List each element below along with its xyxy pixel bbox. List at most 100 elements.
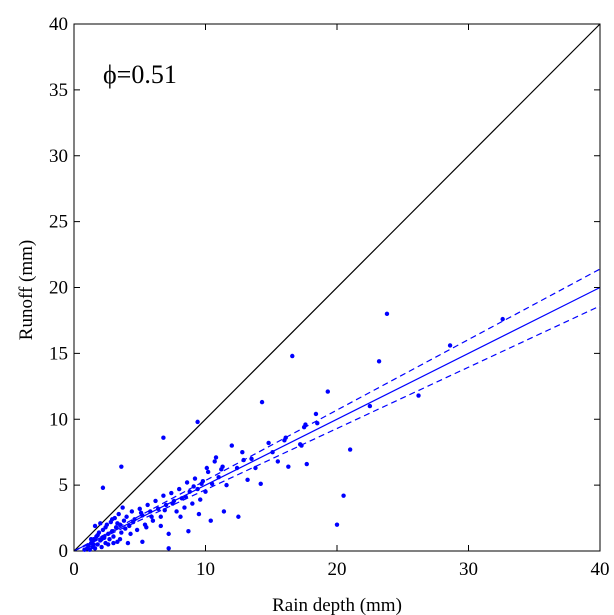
y-tick-label: 20 [49,278,68,299]
y-tick-label: 30 [49,146,68,167]
x-tick-label: 20 [328,559,347,580]
data-point [119,464,124,469]
data-point [199,481,204,487]
data-point [88,536,94,542]
data-point [91,542,96,547]
data-point [128,531,133,537]
data-point [334,522,340,527]
data-point [240,449,245,455]
data-point [447,343,453,348]
data-point [111,534,116,539]
phi-annotation: ϕ=0.51 [103,60,177,89]
y-tick-label: 40 [49,14,68,35]
data-point [163,502,169,508]
x-axis-label: Rain depth (mm) [272,595,402,615]
data-point [196,511,202,517]
data-point [212,459,217,464]
data-point [121,518,127,523]
data-point [169,490,174,496]
data-point [120,505,125,510]
axis-ticks: 0 10 20 30 40 0 5 10 15 20 25 30 35 40 [49,14,610,580]
data-point [124,514,129,519]
data-point [162,507,167,513]
data-point [123,526,128,531]
y-tick-label: 25 [49,212,68,233]
data-point [182,505,187,510]
data-point [234,465,240,471]
data-point [92,523,98,529]
data-point [198,497,203,502]
data-point [187,489,192,494]
lower-confidence-line [73,305,601,552]
data-point [105,531,111,537]
data-point [376,359,382,364]
data-point [241,457,246,463]
data-point [129,509,135,514]
data-point [229,443,234,448]
data-point [204,465,210,471]
data-point [282,438,287,443]
y-tick-label: 10 [49,409,68,430]
data-point [109,529,115,534]
data-point [213,455,219,460]
data-point [315,421,320,426]
data-point [99,544,104,550]
data-point [203,489,208,494]
data-point [259,399,265,405]
data-point [191,484,196,489]
data-point [190,501,195,506]
data-point [155,506,161,512]
y-tick-label: 0 [59,541,69,562]
data-point [144,525,149,530]
data-point [166,531,171,537]
data-point [275,459,281,464]
data-point [270,449,275,455]
x-tick-label: 30 [459,559,478,580]
data-point [325,389,330,394]
data-point [98,521,103,526]
data-point [186,529,191,534]
data-point [286,464,291,469]
data-point [192,476,198,481]
data-point [111,540,116,546]
data-point [174,509,179,514]
data-point [95,532,100,538]
x-tick-label: 40 [591,559,610,580]
data-point [140,539,145,544]
data-point [177,486,182,492]
y-axis-label: Runoff (mm) [16,240,37,340]
data-point [245,477,250,483]
data-point [253,465,258,471]
x-tick-label: 10 [196,559,215,580]
data-point [119,530,124,535]
data-point [105,542,111,547]
data-point [416,393,421,398]
data-point [209,481,215,487]
data-point [153,498,158,504]
data-point [178,514,183,519]
data-point [125,540,131,546]
data-point [137,506,142,512]
data-point [115,521,120,526]
upper-confidence-line [73,268,601,552]
data-point [127,523,132,529]
data-point [299,443,304,448]
data-point [130,519,136,525]
data-point [367,403,373,409]
data-point [341,493,346,498]
x-tick-label: 0 [69,559,79,580]
y-tick-label: 5 [59,475,69,496]
data-point [195,486,200,492]
data-point [166,546,171,551]
data-points [82,311,505,552]
data-point [150,518,156,523]
fit-line [73,286,601,552]
data-point [221,509,227,514]
data-point [107,536,112,542]
y-tick-label: 15 [49,343,68,364]
data-point [117,536,123,542]
data-point [184,480,190,485]
data-point [116,511,121,517]
data-point [145,502,150,508]
data-point [92,546,98,551]
